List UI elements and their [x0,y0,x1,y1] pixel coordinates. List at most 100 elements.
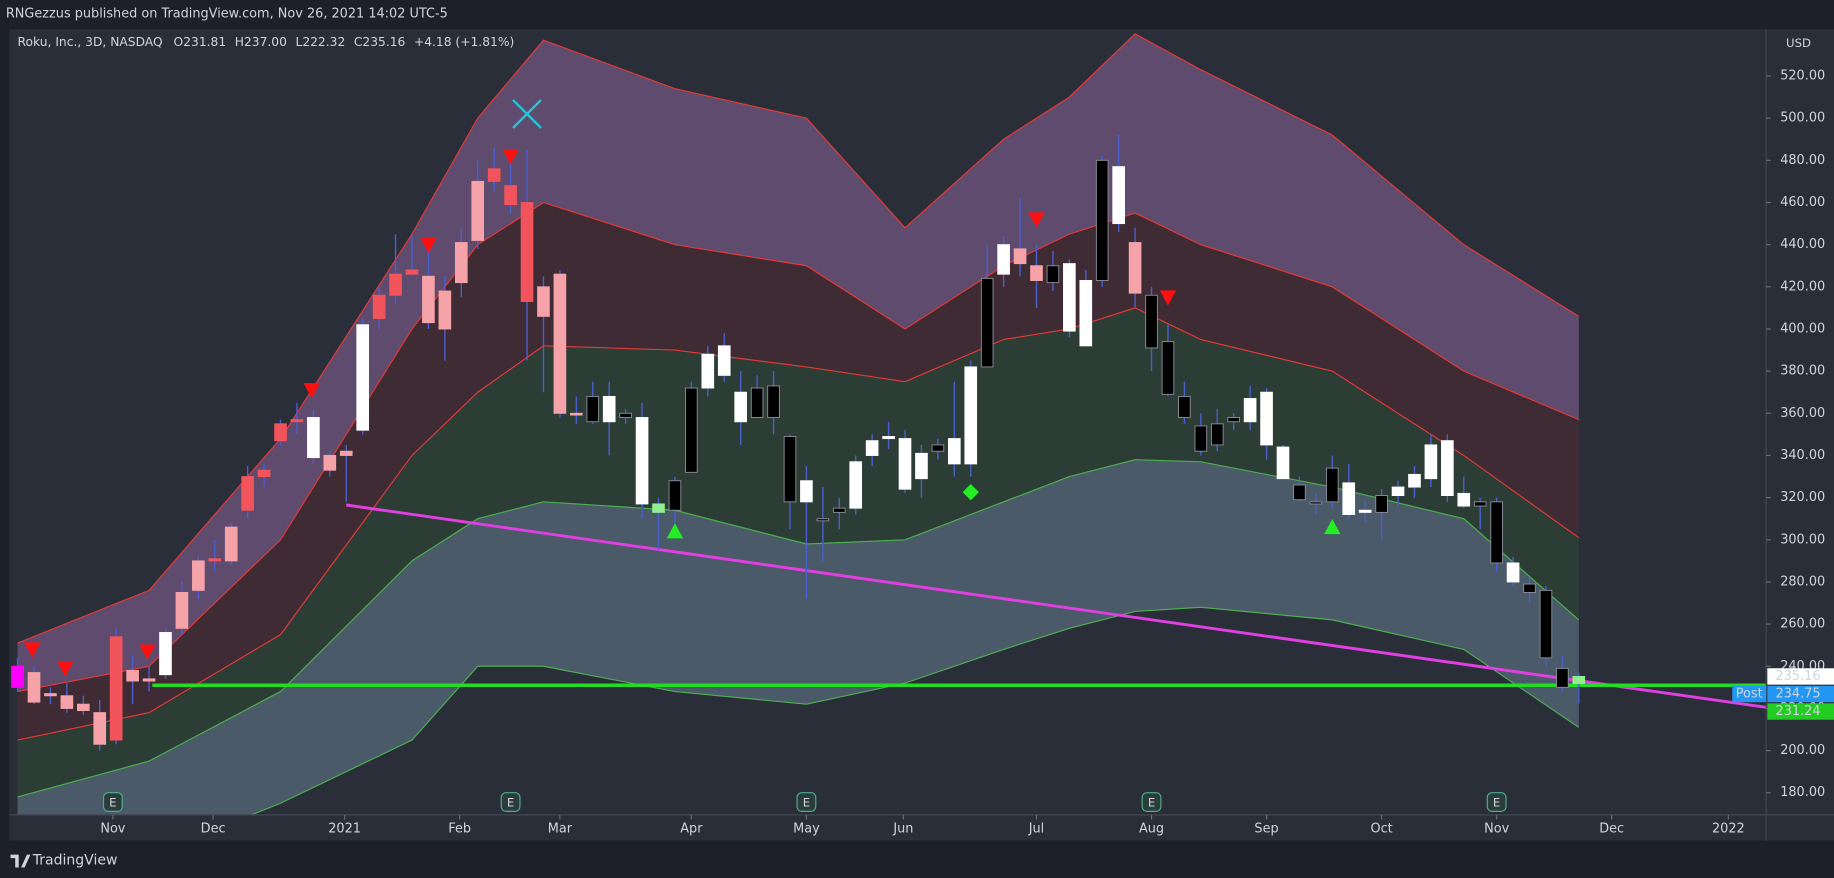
y-tick-label: 440.00 [1780,237,1825,252]
candle-body [44,693,57,697]
price-label: 234.75 [1776,686,1821,701]
candle-body [307,417,320,459]
band-line [250,606,1580,815]
marker-down [303,383,320,399]
x-tick-label: Oct [1370,821,1392,836]
candle-body [93,712,107,745]
candle-body [1145,294,1158,349]
candle-body [76,703,90,711]
candle-body [109,636,123,741]
candle-body [980,277,994,368]
candle-body [619,412,632,418]
candle-body [668,480,682,511]
candle-body [60,695,74,709]
earnings-icon [1486,792,1507,812]
marker-up [666,523,684,539]
brand: TradingView [32,852,118,868]
y-tick-label: 360.00 [1780,406,1825,421]
y-tick-label: 480.00 [1780,153,1825,168]
earnings-icon [102,792,123,812]
open: O231.81 [174,35,227,49]
candle-body [1358,509,1372,513]
earnings-label: E [1493,796,1500,810]
candle-body [750,387,764,418]
candle-body [964,366,978,465]
candle-body [372,294,386,319]
candle-body [192,560,205,591]
candle-body [685,387,698,473]
x-tick-label: Jun [892,821,913,836]
y-tick-label: 320.00 [1780,490,1825,505]
candle-body [1030,265,1043,281]
band-line [17,307,1580,741]
price-tag: Post [1736,686,1763,701]
candle-body [1128,242,1142,294]
currency: USD [1786,36,1811,50]
price-label-box [1767,703,1834,720]
candle-body [1013,248,1027,265]
candle-body [208,558,222,562]
publisher: RNGezzus published on TradingView.com, N… [6,7,448,22]
candle-body [1556,667,1569,688]
candle-body [1046,265,1060,284]
x-tick-label: Feb [448,821,471,836]
earnings-label: E [507,796,514,810]
y-tick-label: 420.00 [1780,279,1825,294]
candle-body [849,461,863,509]
candle-body [1539,589,1553,659]
y-tick-label: 200.00 [1780,743,1825,758]
candle-body [471,180,485,241]
low: L222.32 [295,35,345,49]
band-fill [17,459,1579,815]
x-tick-label: Jul [1028,821,1045,836]
close: C235.16 [354,35,406,49]
candle-body [422,275,435,324]
candle-body [159,632,172,676]
candle-body [898,438,912,490]
y-tick-label: 460.00 [1780,195,1825,210]
candle-body [635,417,649,505]
candle-body [800,480,813,503]
candle-body [997,244,1010,275]
candle-body [1079,280,1093,347]
marker-down [420,237,437,253]
x-tick-label: Sep [1254,821,1278,836]
candle-body [323,454,337,471]
marker-down [24,642,41,658]
y-tick-label: 280.00 [1780,574,1825,589]
x-tick-label: Apr [680,821,703,836]
candle-body [405,269,419,275]
candle-body [915,452,928,480]
band-line [17,33,1580,644]
candle-body [1523,583,1536,593]
candle-body [454,242,468,284]
y-tick-label: 340.00 [1780,448,1825,463]
candle-body [1293,484,1306,501]
candle-body [11,665,24,688]
candle-body [1227,417,1241,423]
y-tick-label: 380.00 [1780,364,1825,379]
candle-body [586,395,600,423]
candle-body [1194,425,1208,452]
candle-body [1112,166,1125,225]
price-label-box [1767,668,1834,685]
legend-line: Roku, Inc., 3D, NASDAQ O231.81 H237.00 L… [18,35,515,49]
candle-body [1424,444,1438,480]
x-tick-label: Mar [548,821,573,836]
marker-cross [512,99,542,129]
earnings-icon [796,792,817,812]
candle-body [487,168,501,182]
candle-body [1210,423,1224,446]
x-tick-label: May [793,821,820,836]
price-label-box [1767,685,1834,703]
trendline [346,503,1767,709]
candle-body [1260,391,1273,446]
candle-body [882,436,895,440]
marker-diamond [962,483,979,501]
candle-body [1095,159,1109,281]
x-tick-label: Aug [1139,821,1164,836]
candle-body [1441,440,1454,496]
x-tick-label: Dec [201,821,226,836]
y-tick-label: 400.00 [1780,321,1825,336]
